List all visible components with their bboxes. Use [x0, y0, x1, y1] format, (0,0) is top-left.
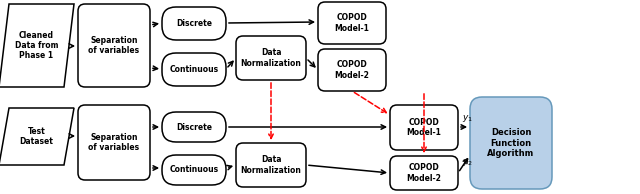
Text: $y_2$: $y_2$ — [462, 158, 473, 169]
Text: COPOD
Model-1: COPOD Model-1 — [335, 13, 369, 33]
Text: Discrete: Discrete — [176, 19, 212, 28]
Text: Data
Normalization: Data Normalization — [241, 155, 301, 175]
FancyBboxPatch shape — [78, 105, 150, 180]
Text: COPOD
Model-1: COPOD Model-1 — [406, 118, 442, 137]
Text: Continuous: Continuous — [170, 65, 219, 74]
FancyBboxPatch shape — [318, 49, 386, 91]
Polygon shape — [0, 4, 74, 87]
FancyBboxPatch shape — [162, 53, 226, 86]
Text: Discrete: Discrete — [176, 122, 212, 132]
FancyBboxPatch shape — [236, 36, 306, 80]
FancyBboxPatch shape — [78, 4, 150, 87]
FancyBboxPatch shape — [390, 156, 458, 190]
Text: Cleaned
Data from
Phase 1: Cleaned Data from Phase 1 — [15, 31, 58, 60]
Text: Separation
of variables: Separation of variables — [88, 36, 140, 55]
FancyBboxPatch shape — [318, 2, 386, 44]
FancyBboxPatch shape — [162, 155, 226, 185]
Polygon shape — [0, 108, 74, 165]
Text: Data
Normalization: Data Normalization — [241, 48, 301, 68]
Text: COPOD
Model-2: COPOD Model-2 — [406, 163, 442, 183]
Text: $y_1$: $y_1$ — [462, 113, 473, 124]
FancyBboxPatch shape — [470, 97, 552, 189]
Text: Continuous: Continuous — [170, 165, 219, 174]
Text: Decision
Function
Algorithm: Decision Function Algorithm — [488, 128, 534, 158]
FancyBboxPatch shape — [236, 143, 306, 187]
FancyBboxPatch shape — [390, 105, 458, 150]
FancyBboxPatch shape — [162, 7, 226, 40]
FancyBboxPatch shape — [162, 112, 226, 142]
Text: Separation
of variables: Separation of variables — [88, 133, 140, 152]
Text: Test
Dataset: Test Dataset — [20, 127, 53, 146]
Text: COPOD
Model-2: COPOD Model-2 — [335, 60, 369, 80]
